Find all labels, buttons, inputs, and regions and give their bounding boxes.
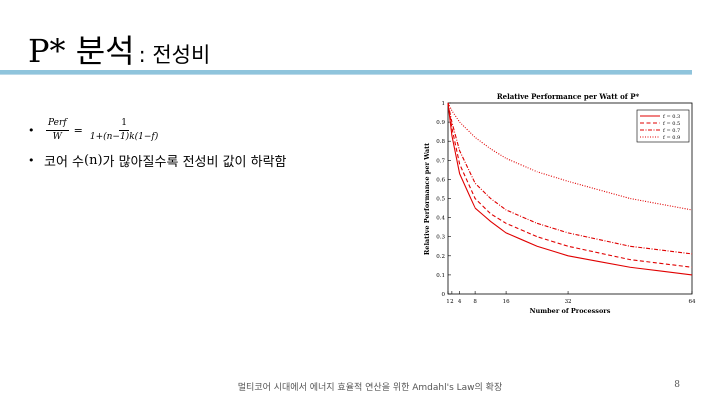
- bullet-dot-icon: •: [28, 124, 35, 137]
- chart-y-tick-label: 0.2: [436, 254, 445, 260]
- formula-rhs-fraction: 1 1+(n−1)k(1−f): [88, 118, 160, 143]
- chart-ylabel: Relative Performance per Watt: [423, 143, 431, 255]
- formula-lhs-denominator: W: [52, 132, 62, 142]
- chart-series-line: [447, 102, 693, 255]
- chart-y-tick-label: 0.8: [436, 139, 445, 145]
- title-underline: [0, 70, 692, 74]
- chart-y-tick-label: 1: [442, 101, 446, 107]
- chart-series-line: [447, 102, 693, 268]
- chart-x-tick-label: 4: [458, 299, 462, 305]
- bullet-dot-icon: •: [28, 154, 35, 167]
- chart-series-group: [447, 102, 693, 276]
- chart-y-tick-label: 0.6: [436, 177, 445, 183]
- chart-y-axis: 0 0.1 0.2 0.3 0.4 0.5 0.6 0.7 0.8 0.9 1: [436, 101, 451, 298]
- chart-y-tick-label: 0.5: [436, 197, 445, 203]
- chart-x-tick-label: 2: [450, 299, 454, 305]
- chart-y-tick-label: 0.1: [436, 273, 445, 279]
- slide-title: P* 분석 : 전성비: [28, 26, 210, 70]
- chart-legend-label: f = 0.7: [663, 128, 680, 134]
- bullet-text-pre: 코어 수: [44, 155, 85, 170]
- chart-title: Relative Performance per Watt of P*: [497, 92, 640, 101]
- formula-lhs-fraction: Perf W: [46, 118, 69, 143]
- chart-x-tick-label: 64: [689, 299, 696, 305]
- slide-title-sub: : 전성비: [138, 43, 211, 67]
- title-underline-shadow: [0, 74, 692, 75]
- chart-legend-label: f = 0.5: [663, 121, 680, 127]
- formula: Perf W = 1 1+(n−1)k(1−f): [44, 118, 162, 143]
- bullet-core-count: • 코어 수 (n) 가 많아질수록 전성비 값이 하락함: [28, 151, 388, 170]
- chart-x-tick-label: 32: [565, 299, 572, 305]
- bullet-list: • Perf W = 1 1+(n−1)k(1−f) • 코어 수 (n) 가 …: [28, 118, 388, 178]
- formula-rhs-numerator: 1: [119, 118, 129, 131]
- chart-legend: f = 0.3f = 0.5f = 0.7f = 0.9: [636, 109, 690, 143]
- formula-rhs-denominator: 1+(n−1)k(1−f): [89, 132, 159, 142]
- chart-legend-label: f = 0.3: [663, 114, 680, 120]
- slide-title-main: P* 분석: [28, 32, 135, 70]
- chart-x-tick-label: 1: [446, 299, 450, 305]
- chart-series-line: [447, 102, 693, 211]
- bullet-text-n: (n): [84, 153, 103, 168]
- chart-x-tick-label: 8: [473, 299, 477, 305]
- slide-footer: 멀티코어 시대에서 에너지 효율적 연산을 위한 Amdahl's Law의 확…: [237, 383, 503, 393]
- chart-y-tick-label: 0: [442, 292, 446, 298]
- page-number: 8: [674, 380, 680, 390]
- performance-chart: Relative Performance per Watt of P* Rela…: [423, 92, 696, 315]
- chart-y-tick-label: 0.4: [436, 216, 445, 222]
- chart-y-tick-label: 0.9: [436, 120, 445, 126]
- chart-series-line: [447, 102, 693, 276]
- chart-legend-label: f = 0.9: [663, 135, 680, 141]
- chart-x-axis: 1 2 4 8 16 32 64: [446, 291, 696, 305]
- bullet-text-post: 가 많아질수록 전성비 값이 하락함: [102, 155, 287, 170]
- formula-equals: =: [73, 124, 83, 137]
- chart-y-tick-label: 0.3: [436, 235, 445, 241]
- bullet-formula: • Perf W = 1 1+(n−1)k(1−f): [28, 118, 388, 143]
- chart-x-tick-label: 16: [503, 299, 510, 305]
- chart-xlabel: Number of Processors: [530, 307, 611, 315]
- chart-y-tick-label: 0.7: [436, 158, 445, 164]
- formula-lhs-numerator: Perf: [46, 118, 69, 131]
